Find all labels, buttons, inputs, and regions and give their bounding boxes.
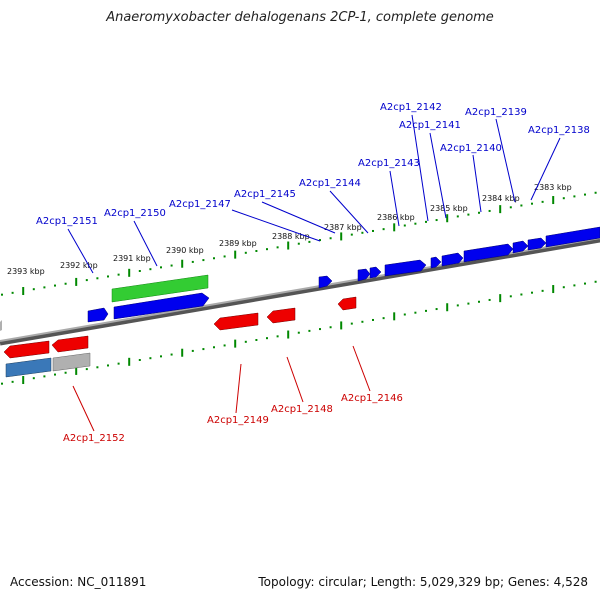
gene-label[interactable]: A2cp1_2147 xyxy=(169,199,231,210)
map-title: Anaeromyxobacter dehalogenans 2CP-1, com… xyxy=(106,10,494,25)
gene-steelblue[interactable] xyxy=(5,357,52,378)
kbp-label: 2386 kbp xyxy=(377,213,415,222)
reverse-tick-track xyxy=(1,280,597,385)
forward-genes xyxy=(87,226,600,323)
gene-arrow-2143[interactable] xyxy=(384,259,427,277)
kbp-label: 2385 kbp xyxy=(430,204,468,213)
gene-arrow-2144[interactable] xyxy=(369,266,382,279)
gene-label[interactable]: A2cp1_2143 xyxy=(358,158,420,169)
gene-arrow-2152b[interactable] xyxy=(51,335,89,353)
gene-label[interactable]: A2cp1_2138 xyxy=(528,125,590,136)
kbp-label: 2391 kbp xyxy=(113,254,151,263)
reverse-genes xyxy=(0,296,357,378)
gene-label[interactable]: A2cp1_2141 xyxy=(399,120,461,131)
gene-label[interactable]: A2cp1_2148 xyxy=(271,404,333,415)
kbp-label: 2388 kbp xyxy=(272,232,310,241)
kbp-scale-labels: 2393 kbp 2392 kbp 2391 kbp 2390 kbp 2389 kbp… xyxy=(7,183,572,276)
gene-label[interactable]: A2cp1_2144 xyxy=(299,178,361,189)
gene-label[interactable]: A2cp1_2146 xyxy=(341,393,403,404)
gene-gray-stub[interactable] xyxy=(0,320,2,331)
gene-arrow-2149[interactable] xyxy=(213,312,259,331)
kbp-label: 2384 kbp xyxy=(482,194,520,203)
gene-arrow-2138[interactable] xyxy=(527,237,547,251)
forward-tick-track xyxy=(1,191,597,296)
topology-info: Topology: circular; Length: 5,029,329 bp… xyxy=(258,575,588,589)
gene-arrow-2145[interactable] xyxy=(357,268,371,282)
gene-label[interactable]: A2cp1_2151 xyxy=(36,216,98,227)
gene-arrow-2152a[interactable] xyxy=(3,340,50,359)
gene-arrow-2140[interactable] xyxy=(463,243,514,263)
kbp-label: 2383 kbp xyxy=(534,183,572,192)
leader-line xyxy=(235,363,242,414)
leader-line xyxy=(352,345,371,392)
gene-arrow-2150[interactable] xyxy=(113,292,210,320)
leader-line xyxy=(472,154,482,213)
accession-info: Accession: NC_011891 xyxy=(10,575,147,589)
gene-label[interactable]: A2cp1_2139 xyxy=(465,107,527,118)
leader-line xyxy=(329,190,369,234)
rna-gene-2150[interactable] xyxy=(111,274,209,303)
gene-label[interactable]: A2cp1_2150 xyxy=(104,208,166,219)
gene-label[interactable]: A2cp1_2149 xyxy=(207,415,269,426)
gene-arrow-2147[interactable] xyxy=(318,275,333,289)
gene-gray[interactable] xyxy=(52,352,91,372)
gene-arrow-2141[interactable] xyxy=(441,252,464,267)
leader-line xyxy=(231,209,321,242)
forward-gene-labels: A2cp1_2151 A2cp1_2150A2cp1_2147A2cp1_2145… xyxy=(36,102,590,274)
gene-arrow-2142[interactable] xyxy=(430,256,442,269)
gene-arrow-next[interactable] xyxy=(545,226,600,248)
gene-label[interactable]: A2cp1_2142 xyxy=(380,102,442,113)
kbp-label: 2389 kbp xyxy=(219,239,257,248)
leader-line xyxy=(133,220,158,267)
leader-line xyxy=(429,132,447,219)
gene-arrow-2151[interactable] xyxy=(87,307,109,323)
kbp-label: 2387 kbp xyxy=(324,223,362,232)
leader-line xyxy=(495,118,516,203)
gene-label[interactable]: A2cp1_2145 xyxy=(234,189,296,200)
leader-line xyxy=(286,356,304,403)
kbp-label: 2392 kbp xyxy=(60,261,98,270)
genome-backbone xyxy=(0,237,600,346)
gene-arrow-2139[interactable] xyxy=(512,240,529,254)
gene-arrow-2146[interactable] xyxy=(337,296,357,311)
gene-label[interactable]: A2cp1_2140 xyxy=(440,143,502,154)
gene-arrow-2148[interactable] xyxy=(266,307,296,324)
leader-line xyxy=(530,137,561,201)
leader-line xyxy=(389,170,400,227)
kbp-label: 2393 kbp xyxy=(7,267,45,276)
leader-line xyxy=(411,114,429,222)
leader-line xyxy=(261,201,336,234)
leader-line xyxy=(72,385,95,432)
leader-line xyxy=(67,228,94,274)
gene-label[interactable]: A2cp1_2152 xyxy=(63,433,125,444)
kbp-label: 2390 kbp xyxy=(166,246,204,255)
